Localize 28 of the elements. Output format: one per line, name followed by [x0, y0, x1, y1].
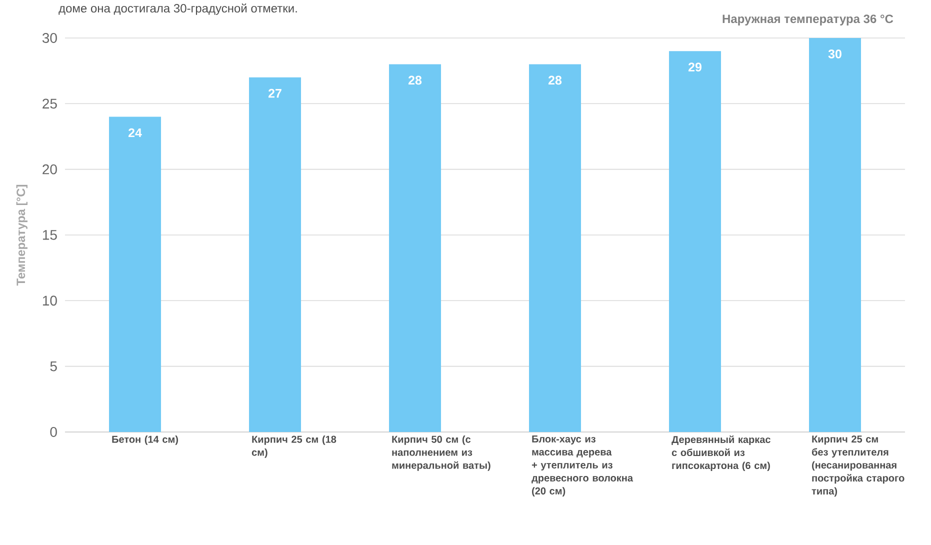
- bar: [809, 38, 861, 432]
- bar: [389, 64, 442, 432]
- text: доме она достигала 30-градусной отметки.: [58, 4, 297, 15]
- bar: [669, 51, 721, 432]
- data-label: 24: [128, 128, 142, 138]
- data-label: 29: [688, 62, 702, 72]
- data-label: 28: [548, 76, 562, 85]
- text: Наружная температура 36 °C: [722, 14, 894, 26]
- y-tick-label: 0: [50, 427, 57, 437]
- x-tick-label: Бетон (14 см): [112, 436, 178, 445]
- y-tick-label: 20: [42, 164, 57, 174]
- bar: [109, 116, 162, 432]
- y-tick-label: 30: [42, 33, 57, 43]
- x-tick-label: Блок-хаус из массива дерева + утеплитель из древесного волокна (20 см): [532, 436, 634, 496]
- bar: [249, 77, 302, 432]
- y-tick-label: 5: [50, 361, 57, 372]
- y-tick-label: 25: [42, 98, 57, 109]
- x-tick-label: Кирпич 50 см (с наполнением из минеральной ваты): [392, 436, 490, 471]
- y-axis-title: Температура [°C]: [16, 184, 28, 286]
- y-tick-label: 15: [42, 230, 57, 240]
- data-label: 28: [408, 76, 422, 85]
- x-tick-label: Кирпич 25 см без утеплителя (несанированная постройка старого типа): [812, 436, 904, 497]
- data-label: 27: [268, 88, 282, 98]
- bar: [529, 64, 581, 432]
- x-tick-label: Кирпич 25 см (18 см): [252, 436, 336, 458]
- x-tick-label: Деревянный каркас с обшивкой из гипсокартона (6 см): [672, 436, 770, 472]
- data-label: 30: [828, 50, 842, 58]
- y-tick-label: 10: [42, 296, 57, 306]
